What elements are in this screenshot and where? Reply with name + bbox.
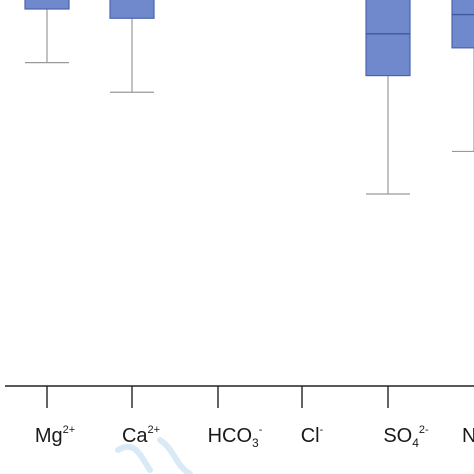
- x-tick-label: Mg2+: [35, 424, 75, 447]
- x-tick-label: SO42-: [383, 424, 429, 450]
- box-plot-series: [24, 0, 474, 195]
- x-tick-label: HCO3-: [208, 424, 263, 450]
- box-iqr: [451, 0, 474, 49]
- watermark: [115, 437, 193, 474]
- box-plot-item: [24, 0, 70, 64]
- box-plot-item: [109, 0, 155, 93]
- x-tick-label: Cl-: [301, 424, 324, 447]
- x-axis-ticks: [46, 386, 389, 408]
- x-tick-label: N: [462, 425, 474, 447]
- box-iqr: [109, 0, 155, 19]
- box-iqr: [365, 0, 411, 77]
- box-iqr: [24, 0, 70, 10]
- x-tick-label: Ca2+: [122, 424, 160, 447]
- box-plot-item: [451, 0, 474, 153]
- box-plot-item: [365, 0, 411, 195]
- x-axis-labels: Mg2+ Ca2+ HCO3- Cl- SO42- N: [35, 424, 474, 450]
